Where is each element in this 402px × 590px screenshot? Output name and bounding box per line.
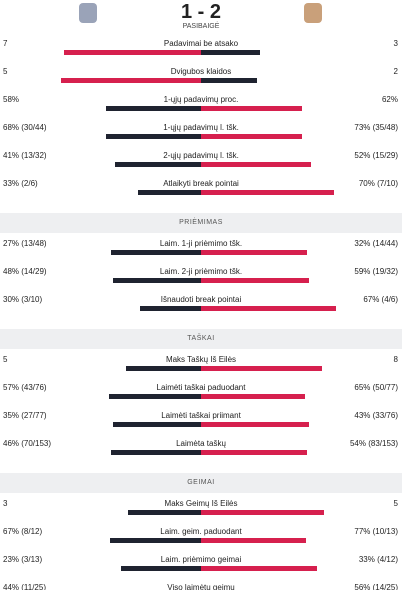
away-bar [201,250,308,255]
stat-label: Dvigubos klaidos [170,67,232,76]
stat-label: Laim. 1-ji priėmimo tšk. [159,239,243,248]
home-bar [113,278,201,283]
stat-label: Laimėta taškų [176,439,226,448]
away-value: 33% (4/12) [358,555,398,564]
away-bar [201,566,317,571]
home-value: 57% (43/76) [3,383,47,392]
home-value: 46% (70/153) [3,439,52,448]
home-value: 68% (30/44) [3,123,47,132]
stat-label: Maks Geimų Iš Eilės [164,499,238,508]
home-value: 67% (8/12) [3,527,43,536]
stat-label: Laim. priėmimo geimai [160,555,242,564]
home-value: 35% (27/77) [3,411,47,420]
away-value: 59% (19/32) [354,267,398,276]
home-value: 23% (3/13) [3,555,43,564]
home-bar [113,422,201,427]
home-bar [138,190,201,195]
home-value: 30% (3/10) [3,295,43,304]
home-bar [140,306,201,311]
home-value: 3 [3,499,8,508]
stat-label: 1-ųjų padavimų l. tšk. [163,123,239,132]
away-value: 3 [393,39,398,48]
away-value: 8 [393,355,398,364]
home-bar [106,106,201,111]
away-value: 56% (14/25) [354,583,398,590]
home-bar [120,566,201,571]
home-value: 33% (2/6) [3,179,38,188]
away-avatar [304,3,322,23]
away-bar [201,422,310,427]
away-bar [201,134,303,139]
home-bar [106,134,201,139]
away-value: 32% (14/44) [354,239,398,248]
away-bar [201,366,322,371]
home-bar [127,510,201,515]
away-bar [201,450,307,455]
away-bar [201,394,306,399]
home-bar [110,450,201,455]
home-avatar [79,3,97,23]
home-value: 27% (13/48) [3,239,47,248]
home-value: 5 [3,67,8,76]
home-value: 5 [3,355,8,364]
stat-label: Viso laimėtų geimų [167,583,235,590]
status: PASIBAIGĖ [182,23,220,30]
stat-label: Laim. 2-ji priėmimo tšk. [159,267,243,276]
stat-label: Laim. geim. paduodant [160,527,242,536]
away-value: 67% (4/6) [363,295,398,304]
stat-label: Atlaikyti break pointai [163,179,239,188]
section-header: PRIĖMIMAS [0,213,402,233]
away-value: 52% (15/29) [354,151,398,160]
away-value: 5 [393,499,398,508]
section-header: GEIMAI [0,473,402,493]
away-value: 43% (33/76) [354,411,398,420]
away-value: 65% (50/77) [354,383,398,392]
stat-label: Padavimai be atsako [163,39,239,48]
stat-label: Laimėti taškai priimant [161,411,241,420]
home-value: 58% [3,95,20,104]
home-bar [125,366,201,371]
away-bar [201,106,303,111]
stat-label: 2-ųjų padavimų l. tšk. [163,151,239,160]
stat-label: Laimėti taškai paduodant [156,383,246,392]
stat-label: Išnaudoti break pointai [160,295,242,304]
home-value: 48% (14/29) [3,267,47,276]
away-bar [201,510,324,515]
away-value: 70% (7/10) [358,179,398,188]
home-bar [109,538,201,543]
home-bar [63,50,201,55]
home-bar [109,394,201,399]
away-value: 2 [393,67,398,76]
away-value: 73% (35/48) [354,123,398,132]
stat-label: Maks Taškų Iš Eilės [165,355,237,364]
away-bar [201,538,306,543]
section-header: TAŠKAI [0,329,402,349]
away-value: 54% (83/153) [349,439,398,448]
home-value: 7 [3,39,8,48]
away-bar [201,162,311,167]
score: 1 - 2 [180,1,222,23]
home-value: 41% (13/32) [3,151,47,160]
away-bar [201,78,257,83]
away-value: 62% [381,95,398,104]
home-bar [111,250,201,255]
stat-label: 1-ųjų padavimų proc. [163,95,239,104]
away-bar [201,278,310,283]
away-bar [201,190,335,195]
home-bar [114,162,201,167]
away-value: 77% (10/13) [354,527,398,536]
away-bar [201,306,337,311]
home-value: 44% (11/25) [3,583,46,590]
home-bar [61,78,201,83]
away-bar [201,50,260,55]
